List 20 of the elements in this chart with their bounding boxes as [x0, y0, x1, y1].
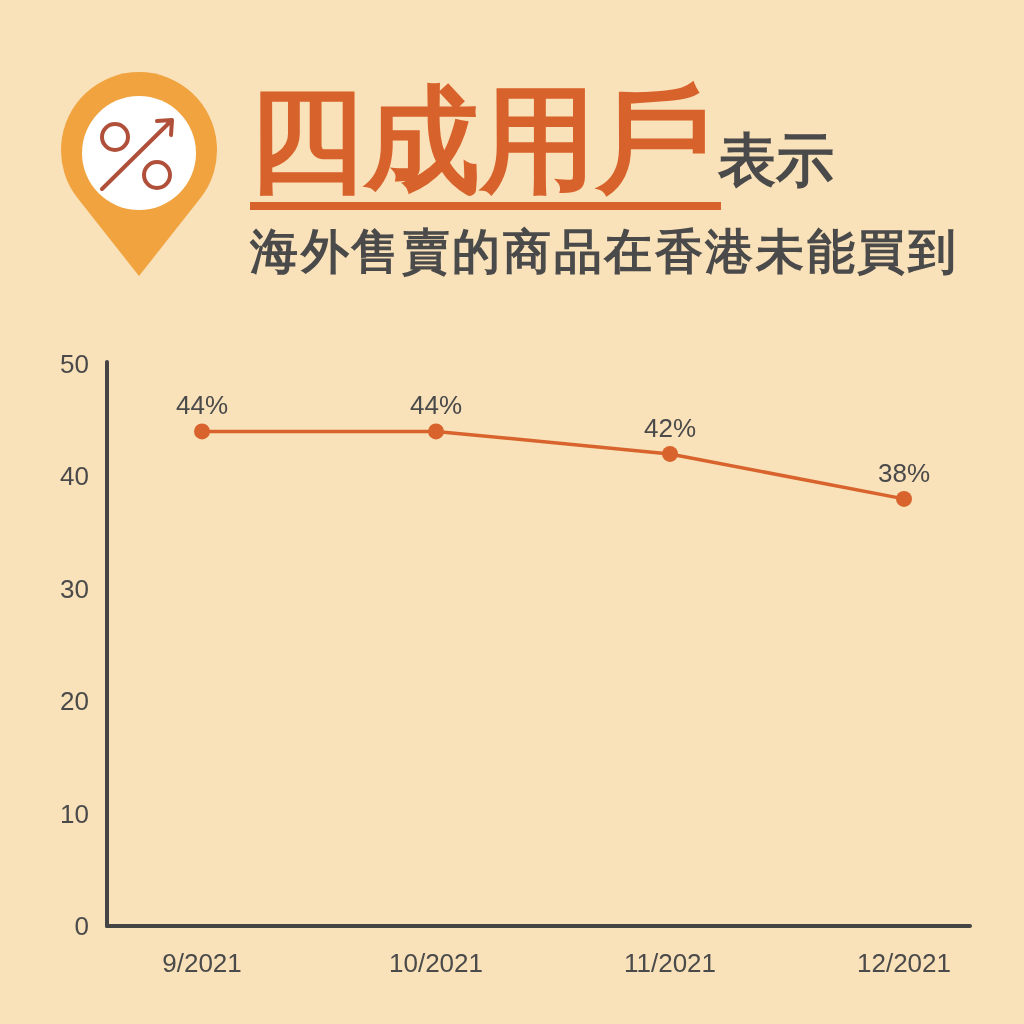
data-label: 44% — [409, 390, 463, 421]
chart-subtitle: 海外售賣的商品在香港未能買到 — [249, 225, 959, 278]
y-tick-label: 30 — [60, 573, 89, 604]
y-tick-label: 10 — [60, 798, 89, 829]
data-label: 38% — [877, 457, 931, 488]
data-label: 42% — [643, 412, 697, 443]
x-tick-label: 12/2021 — [857, 948, 951, 978]
point — [428, 423, 444, 440]
x-tick-label: 11/2021 — [623, 948, 717, 978]
y-tick-label: 20 — [60, 686, 89, 717]
x-tick-label: 9/2021 — [162, 948, 242, 978]
point — [194, 423, 210, 440]
x-tick-label: 10/2021 — [389, 948, 483, 978]
point — [662, 445, 678, 462]
chart-title: 四成用戶表示 — [248, 75, 834, 205]
data-label: 44% — [175, 390, 229, 421]
point — [896, 490, 912, 507]
y-tick-label: 40 — [60, 461, 89, 492]
y-tick-label: 50 — [60, 349, 89, 379]
y-tick-label: 0 — [74, 911, 89, 941]
